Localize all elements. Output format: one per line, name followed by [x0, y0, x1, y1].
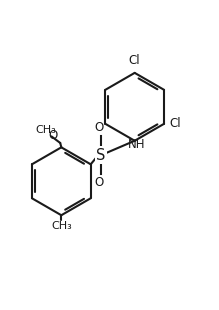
- Text: Cl: Cl: [129, 54, 141, 67]
- Text: NH: NH: [127, 138, 145, 151]
- Text: CH₃: CH₃: [51, 221, 72, 231]
- Text: Cl: Cl: [170, 117, 181, 130]
- Text: O: O: [49, 129, 58, 142]
- Text: CH₃: CH₃: [36, 125, 56, 135]
- Text: O: O: [94, 121, 103, 134]
- Text: O: O: [94, 176, 103, 189]
- Text: S: S: [96, 148, 105, 162]
